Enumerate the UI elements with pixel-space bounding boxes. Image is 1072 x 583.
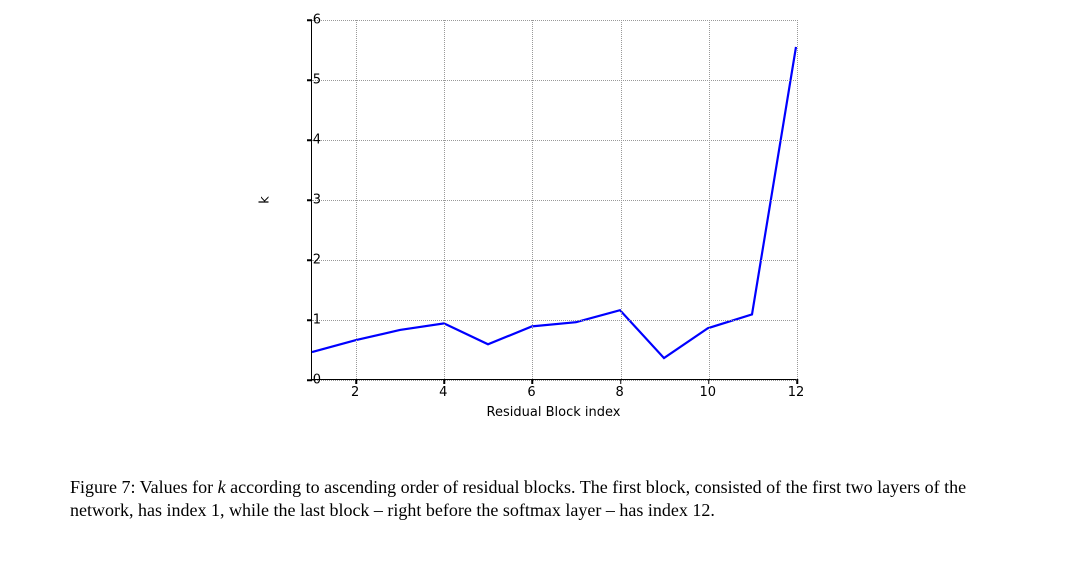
- xtick-label: 10: [698, 385, 718, 400]
- xtick-label: 4: [433, 385, 453, 400]
- gridline-horizontal: [312, 20, 796, 21]
- ytick-label: 6: [296, 13, 321, 28]
- plot-area: [311, 20, 796, 380]
- xtick-label: 2: [345, 385, 365, 400]
- caption-label: Figure 7:: [70, 477, 136, 497]
- gridline-horizontal: [312, 140, 796, 141]
- xtick-label: 12: [786, 385, 806, 400]
- caption-k-symbol: k: [218, 477, 226, 497]
- gridline-horizontal: [312, 380, 796, 381]
- xtick-mark: [708, 379, 710, 384]
- caption-text-pre: Values for: [136, 477, 218, 497]
- xtick-mark: [796, 379, 798, 384]
- y-axis-label: k: [257, 196, 272, 204]
- xtick-mark: [355, 379, 357, 384]
- ytick-label: 2: [296, 253, 321, 268]
- gridline-vertical: [532, 20, 533, 379]
- gridline-horizontal: [312, 260, 796, 261]
- xtick-mark: [620, 379, 622, 384]
- ytick-label: 4: [296, 133, 321, 148]
- gridline-horizontal: [312, 320, 796, 321]
- xtick-label: 8: [610, 385, 630, 400]
- gridline-horizontal: [312, 200, 796, 201]
- figure-caption: Figure 7: Values for k according to asce…: [70, 476, 1002, 523]
- xtick-mark: [532, 379, 534, 384]
- gridline-vertical: [709, 20, 710, 379]
- ytick-label: 0: [296, 373, 321, 388]
- ytick-label: 3: [296, 193, 321, 208]
- gridline-vertical: [356, 20, 357, 379]
- ytick-label: 1: [296, 313, 321, 328]
- gridline-horizontal: [312, 80, 796, 81]
- chart-container: k Residual Block index 012345624681012: [256, 10, 816, 430]
- data-line: [312, 47, 796, 358]
- ytick-label: 5: [296, 73, 321, 88]
- x-axis-label: Residual Block index: [311, 405, 796, 420]
- xtick-mark: [444, 379, 446, 384]
- gridline-vertical: [444, 20, 445, 379]
- gridline-vertical: [797, 20, 798, 379]
- gridline-vertical: [621, 20, 622, 379]
- xtick-label: 6: [521, 385, 541, 400]
